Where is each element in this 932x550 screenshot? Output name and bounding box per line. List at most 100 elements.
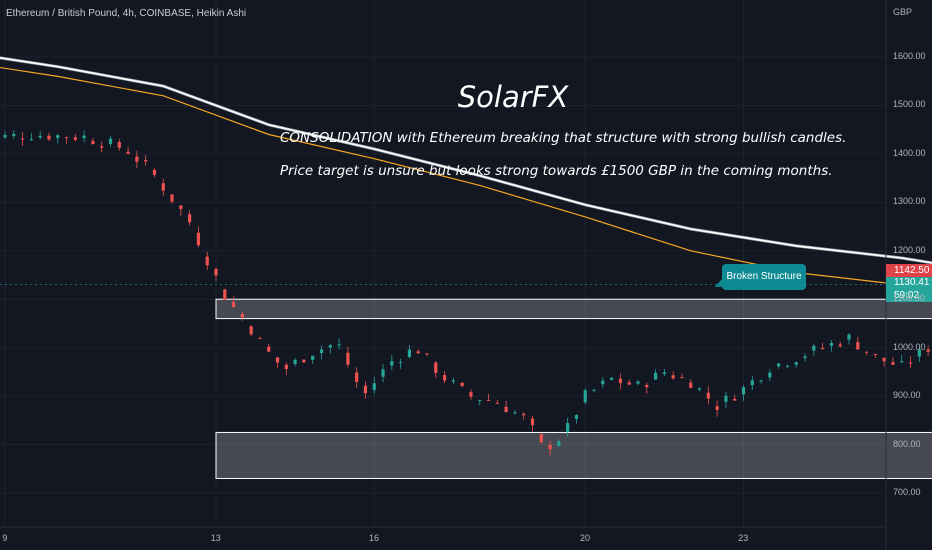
y-tick-label: 800.00	[893, 438, 921, 449]
candle-body	[311, 355, 315, 360]
candle-body	[671, 375, 675, 379]
candle-body	[223, 289, 227, 300]
candle-body	[566, 423, 570, 432]
candle-body	[601, 380, 605, 385]
candle-body	[715, 406, 719, 410]
candle-body	[152, 170, 157, 175]
candle-body	[355, 372, 359, 382]
candle-body	[434, 362, 438, 373]
candle-body	[750, 380, 754, 386]
candle-body	[29, 139, 33, 141]
candle-body	[706, 392, 710, 399]
candle-body	[56, 135, 60, 138]
candle-body	[926, 349, 930, 352]
currency-label: GBP	[893, 7, 913, 17]
candle-body	[627, 382, 631, 385]
candle-body	[548, 444, 552, 450]
candle-body	[557, 441, 561, 446]
candle-body	[284, 364, 288, 369]
candle-body	[425, 353, 429, 355]
candle-body	[741, 387, 746, 395]
candle-body	[610, 377, 614, 380]
candle-body	[249, 326, 253, 335]
candle-body	[302, 359, 306, 363]
candle-body	[539, 434, 543, 443]
y-tick-label: 1200.00	[893, 244, 926, 255]
candle-body	[231, 302, 236, 307]
ma-slow-line	[0, 66, 932, 290]
candle-body	[777, 363, 781, 367]
candle-body	[390, 361, 394, 366]
candle-body	[117, 141, 121, 148]
candle-body	[583, 390, 587, 403]
candle-body	[504, 406, 508, 413]
candle-body	[829, 342, 834, 346]
candle-body	[188, 214, 192, 223]
candle-body	[91, 140, 95, 145]
y-tick-label: 1500.00	[893, 99, 926, 110]
candle-body	[196, 232, 201, 246]
candle-body	[530, 418, 535, 426]
annotation-line-1: CONSOLIDATION with Ethereum breaking tha…	[280, 130, 847, 146]
candle-body	[346, 352, 350, 365]
candle-body	[653, 372, 658, 380]
candle-body	[513, 412, 517, 414]
x-tick-label: 9	[2, 533, 8, 543]
candle-body	[478, 400, 482, 402]
current-price-tag: 1130.41 59:02	[886, 277, 932, 302]
structure-zone	[215, 298, 932, 320]
candle-body	[522, 413, 526, 416]
y-tick-label: 1400.00	[893, 147, 926, 158]
candle-body	[328, 345, 332, 348]
candle-body	[416, 351, 420, 354]
candle-body	[135, 156, 139, 162]
candle-body	[170, 194, 174, 202]
candle-body	[442, 375, 447, 381]
annotation-title: SolarFX	[457, 80, 569, 114]
symbol-header: Ethereum / British Pound, 4h, COINBASE, …	[6, 8, 247, 19]
candle-body	[47, 135, 51, 140]
annotation-line-2: Price target is unsure but looks strong …	[280, 163, 833, 179]
candle-body	[275, 357, 280, 363]
candle-body	[126, 151, 130, 154]
candle-body	[882, 357, 886, 362]
ma-fast-line	[0, 57, 932, 264]
candle-body	[319, 349, 324, 354]
x-tick-label: 13	[210, 533, 221, 543]
candle-body	[803, 356, 807, 359]
candle-body	[873, 354, 877, 356]
candle-body	[689, 382, 693, 388]
candle-body	[100, 146, 104, 148]
candle-body	[856, 342, 860, 350]
y-tick-label: 1300.00	[893, 196, 926, 207]
candle-body	[486, 399, 491, 401]
candle-body	[908, 362, 913, 364]
candle-body	[618, 378, 623, 384]
candle-body	[697, 388, 702, 390]
candle-body	[759, 380, 763, 382]
candle-body	[161, 183, 165, 191]
x-tick-label: 20	[580, 533, 591, 543]
candle-body	[205, 256, 209, 266]
candle-body	[574, 415, 579, 419]
candle-body	[372, 383, 376, 390]
candle-body	[891, 362, 895, 365]
candle-body	[812, 345, 816, 351]
candle-body	[838, 344, 842, 347]
candle-body	[645, 384, 649, 388]
broken-structure-callout[interactable]: Broken Structure	[722, 264, 806, 290]
candle-body	[636, 381, 640, 384]
candle-body	[337, 344, 341, 346]
candle-body	[768, 372, 772, 378]
candle-body	[240, 313, 244, 318]
bar-countdown: 59:02	[894, 289, 920, 301]
candle-body	[917, 349, 921, 357]
x-tick-label: 23	[738, 533, 749, 543]
candle-body	[864, 351, 869, 353]
candle-body	[900, 361, 904, 363]
y-tick-label: 700.00	[893, 487, 921, 497]
candle-body	[785, 365, 790, 367]
candle-body	[38, 135, 42, 138]
